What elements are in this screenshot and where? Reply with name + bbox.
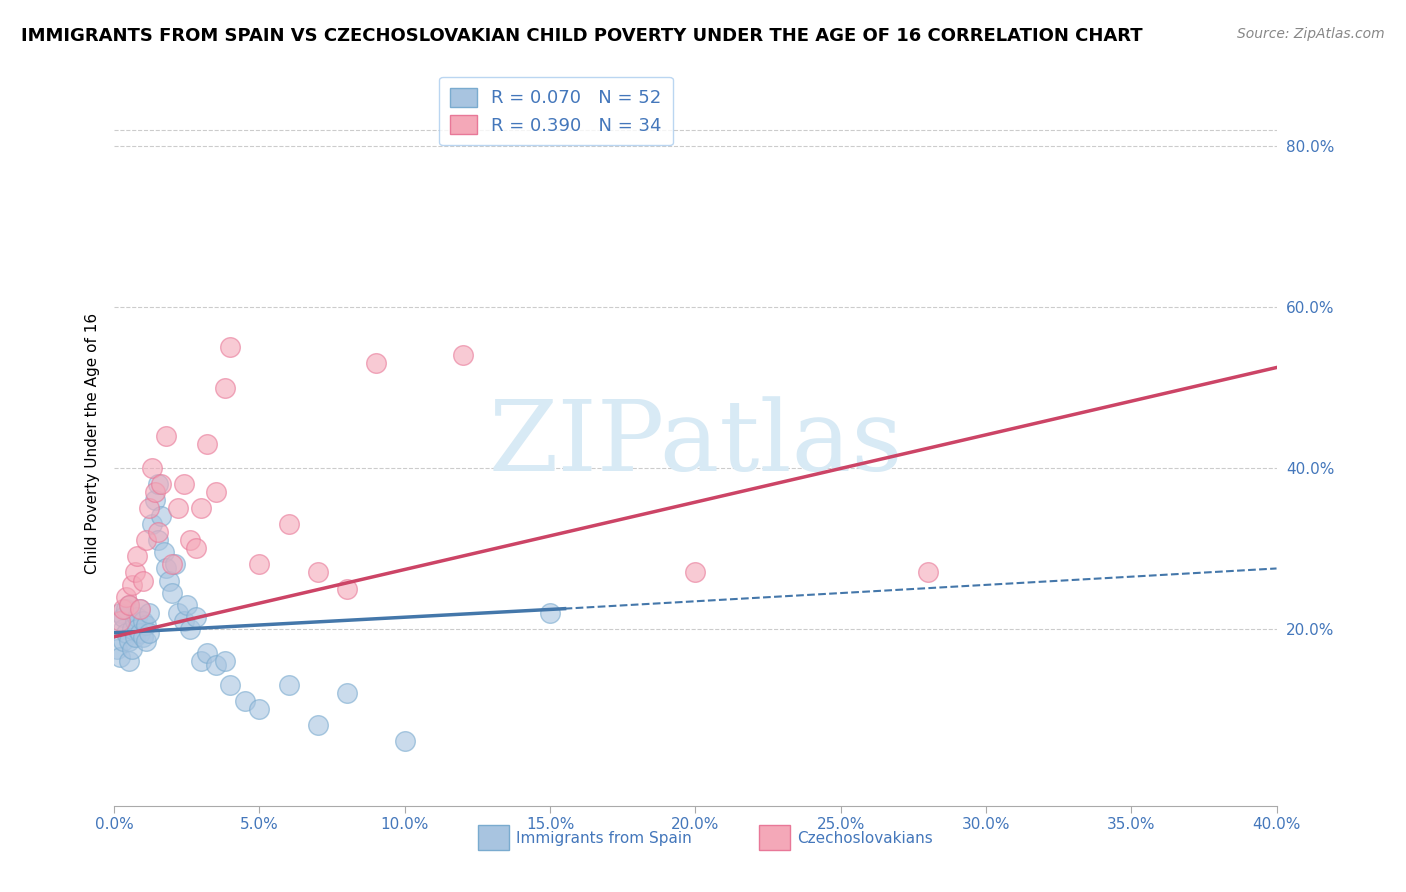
Point	[132, 630, 155, 644]
Point	[173, 614, 195, 628]
Point	[307, 566, 329, 580]
Point	[118, 598, 141, 612]
Point	[121, 577, 143, 591]
Point	[143, 493, 166, 508]
Point	[118, 598, 141, 612]
Point	[124, 566, 146, 580]
Point	[149, 477, 172, 491]
Point	[184, 541, 207, 556]
Point	[118, 633, 141, 648]
Point	[114, 625, 136, 640]
Point	[176, 598, 198, 612]
Point	[127, 609, 149, 624]
Point	[135, 633, 157, 648]
Text: IMMIGRANTS FROM SPAIN VS CZECHOSLOVAKIAN CHILD POVERTY UNDER THE AGE OF 16 CORRE: IMMIGRANTS FROM SPAIN VS CZECHOSLOVAKIAN…	[21, 27, 1143, 45]
Point	[132, 574, 155, 588]
Point	[364, 356, 387, 370]
Point	[108, 606, 131, 620]
Point	[167, 501, 190, 516]
Point	[118, 654, 141, 668]
Point	[173, 477, 195, 491]
Point	[152, 545, 174, 559]
Point	[127, 549, 149, 564]
Point	[149, 509, 172, 524]
Point	[111, 609, 134, 624]
Point	[146, 525, 169, 540]
Point	[124, 614, 146, 628]
Point	[114, 590, 136, 604]
Point	[127, 622, 149, 636]
Text: Czechoslovakians: Czechoslovakians	[797, 831, 934, 847]
Point	[249, 558, 271, 572]
Point	[214, 381, 236, 395]
Point	[165, 558, 187, 572]
Point	[111, 633, 134, 648]
Point	[190, 654, 212, 668]
Point	[121, 622, 143, 636]
Legend: R = 0.070   N = 52, R = 0.390   N = 34: R = 0.070 N = 52, R = 0.390 N = 34	[439, 77, 672, 145]
Point	[129, 601, 152, 615]
Point	[138, 501, 160, 516]
Point	[105, 641, 128, 656]
Point	[162, 585, 184, 599]
Point	[141, 461, 163, 475]
Point	[129, 601, 152, 615]
Point	[195, 437, 218, 451]
Point	[214, 654, 236, 668]
Point	[917, 566, 939, 580]
Point	[179, 622, 201, 636]
Point	[233, 694, 256, 708]
Point	[190, 501, 212, 516]
Point	[129, 625, 152, 640]
Point	[111, 622, 134, 636]
Y-axis label: Child Poverty Under the Age of 16: Child Poverty Under the Age of 16	[86, 313, 100, 574]
Point	[205, 485, 228, 500]
Point	[167, 606, 190, 620]
Point	[138, 625, 160, 640]
Point	[179, 533, 201, 548]
Point	[141, 517, 163, 532]
Point	[135, 617, 157, 632]
Point	[394, 734, 416, 748]
Point	[184, 609, 207, 624]
Point	[146, 477, 169, 491]
Point	[277, 678, 299, 692]
Point	[114, 601, 136, 615]
Point	[135, 533, 157, 548]
Point	[307, 718, 329, 732]
Point	[143, 485, 166, 500]
Point	[336, 686, 359, 700]
Point	[146, 533, 169, 548]
Point	[124, 630, 146, 644]
Point	[451, 348, 474, 362]
Point	[121, 641, 143, 656]
Point	[138, 606, 160, 620]
Point	[155, 429, 177, 443]
Point	[111, 601, 134, 615]
Point	[538, 606, 561, 620]
Point	[685, 566, 707, 580]
Text: ZIPatlas: ZIPatlas	[488, 396, 903, 491]
Point	[219, 340, 242, 354]
Point	[162, 558, 184, 572]
Point	[132, 614, 155, 628]
Point	[205, 657, 228, 672]
Point	[336, 582, 359, 596]
Text: Source: ZipAtlas.com: Source: ZipAtlas.com	[1237, 27, 1385, 41]
Text: Immigrants from Spain: Immigrants from Spain	[516, 831, 692, 847]
Point	[157, 574, 180, 588]
Point	[219, 678, 242, 692]
Point	[195, 646, 218, 660]
Point	[108, 649, 131, 664]
Point	[155, 561, 177, 575]
Point	[277, 517, 299, 532]
Point	[249, 702, 271, 716]
Point	[108, 614, 131, 628]
